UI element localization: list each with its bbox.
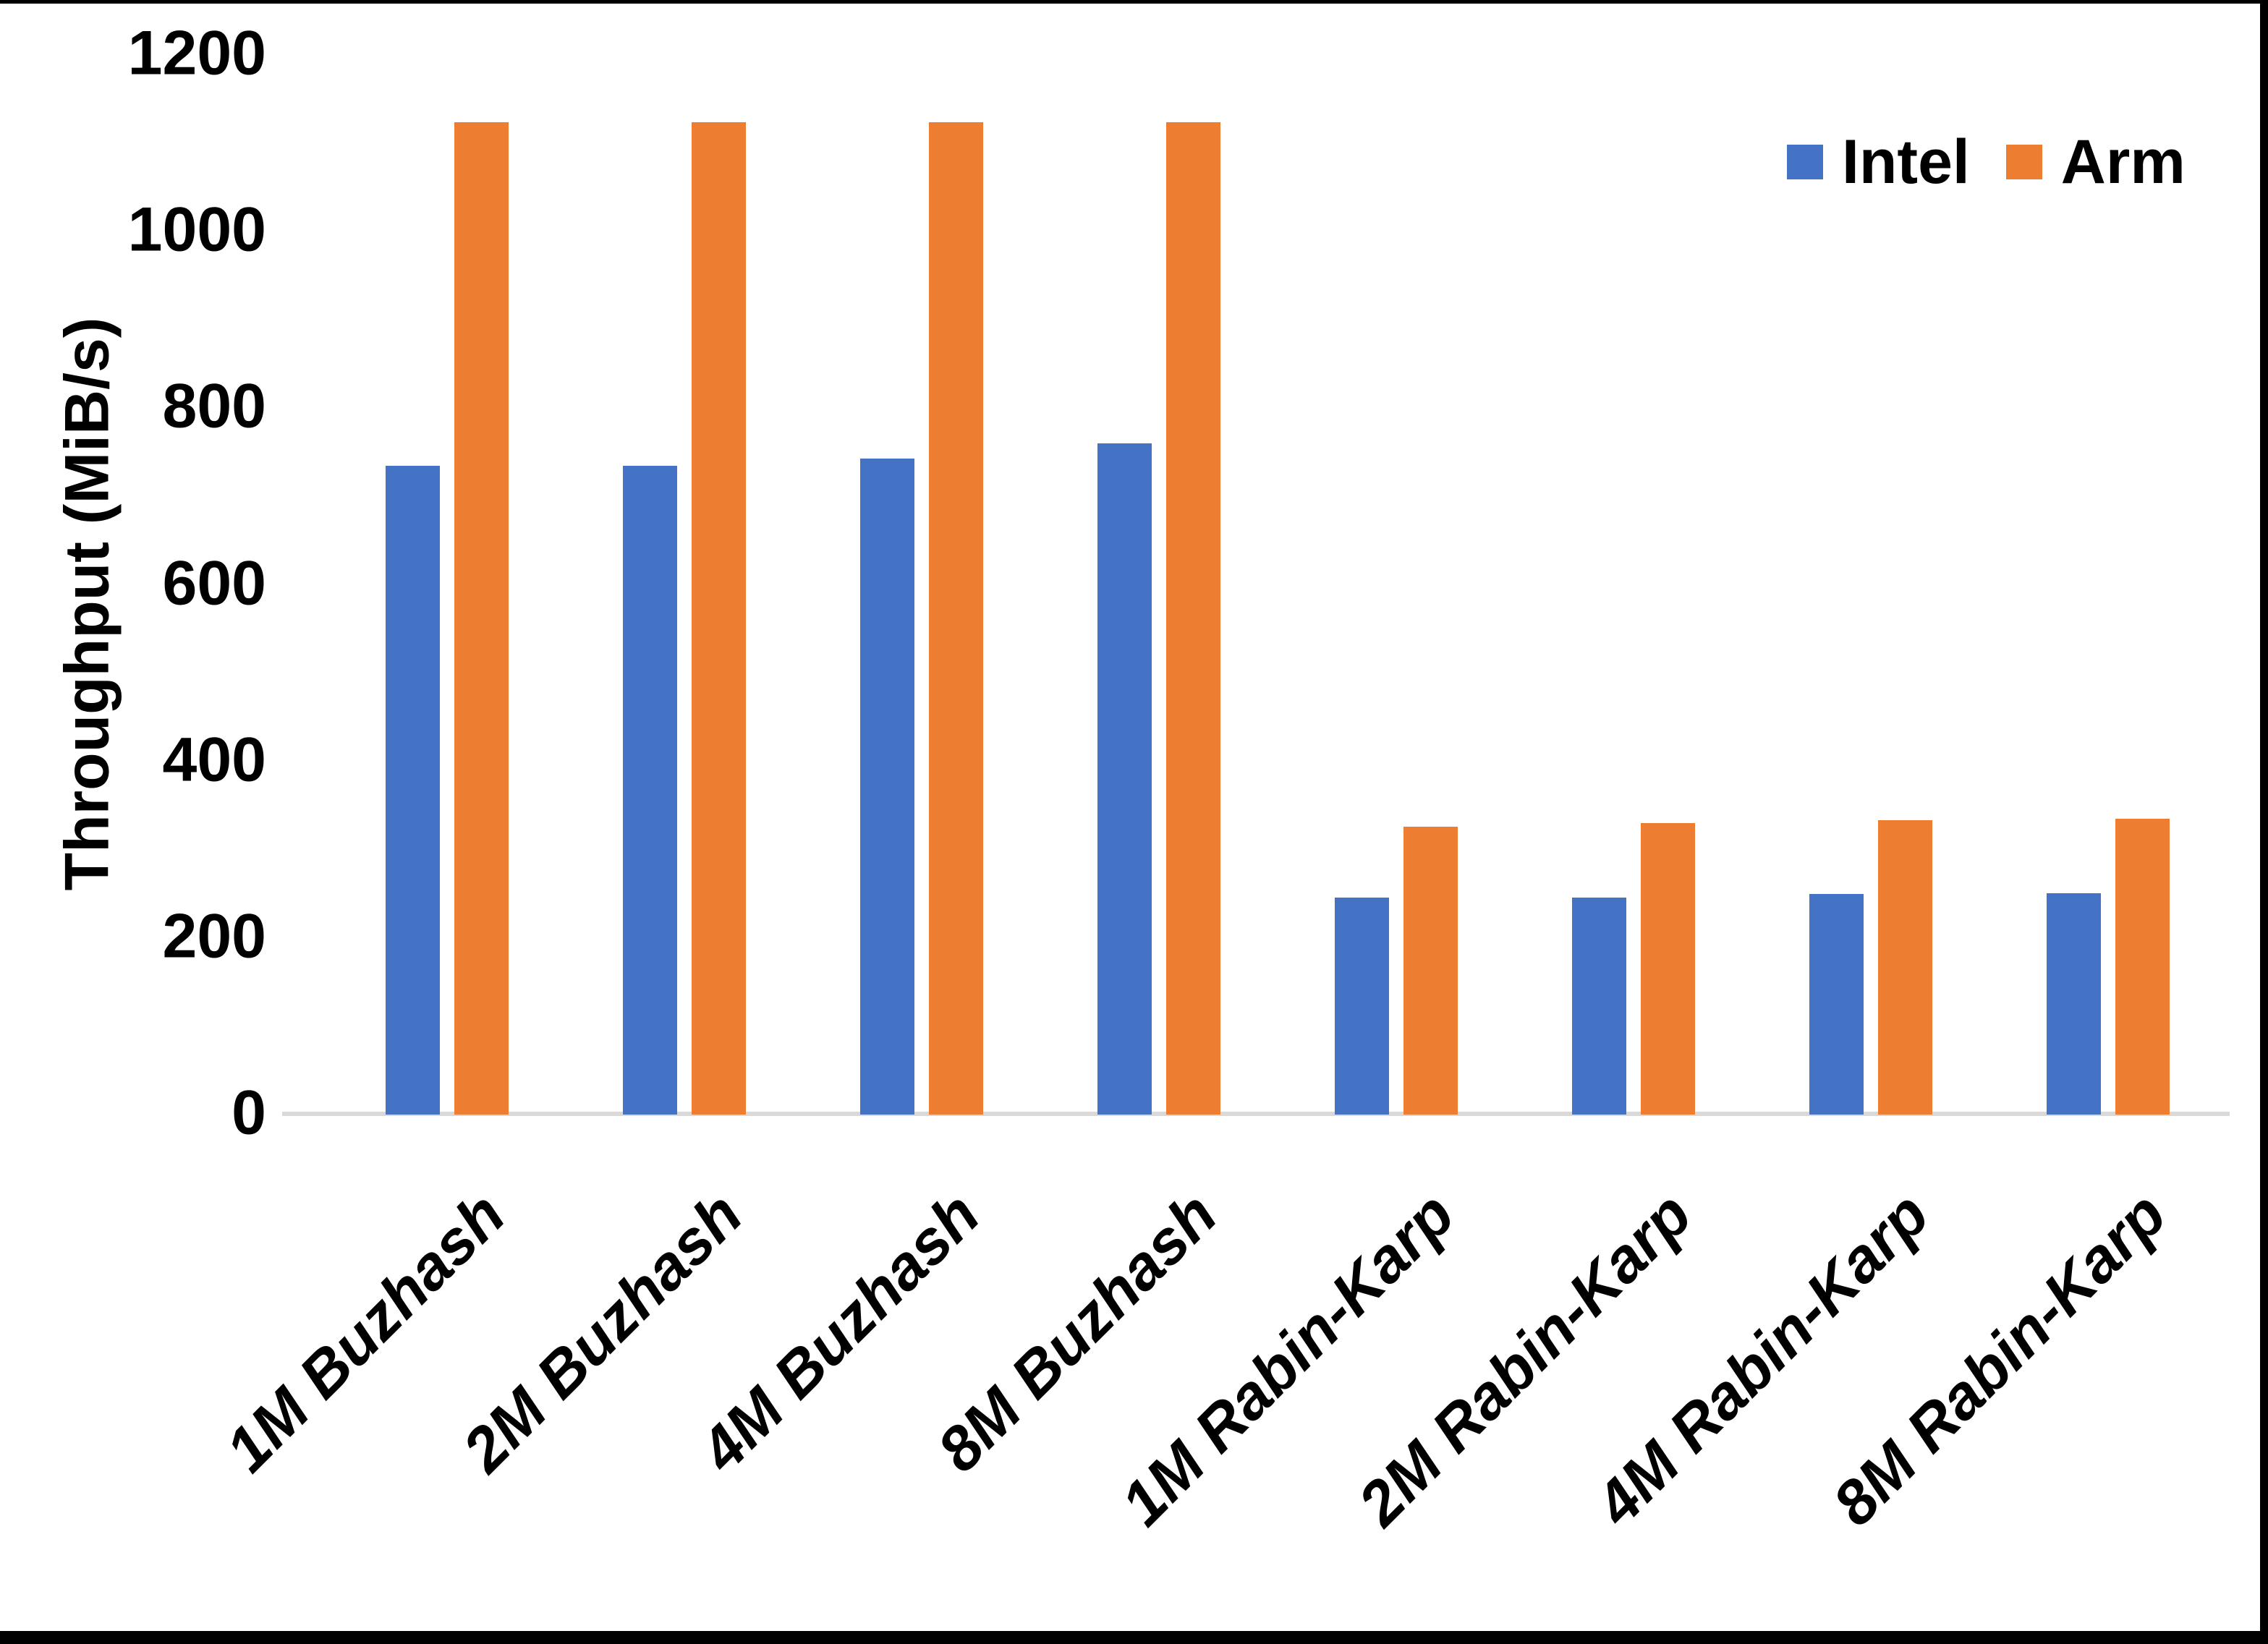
y-tick-label: 200 — [162, 901, 267, 971]
bar-arm-5 — [1403, 827, 1458, 1115]
legend-swatch-intel — [1787, 145, 1823, 179]
legend-label-intel: Intel — [1842, 127, 1970, 197]
y-tick-label: 1200 — [127, 18, 266, 88]
y-tick-label: 400 — [162, 725, 267, 795]
bar-intel-4 — [1097, 443, 1152, 1115]
legend-swatch-arm — [2005, 145, 2042, 179]
bar-intel-8 — [2047, 893, 2101, 1115]
bar-arm-3 — [929, 122, 983, 1115]
bar-arm-6 — [1641, 823, 1695, 1115]
bar-arm-1 — [454, 122, 509, 1115]
y-tick-label: 800 — [162, 371, 267, 441]
bar-intel-3 — [860, 459, 914, 1115]
page-edge-top — [0, 0, 2268, 4]
y-tick-label: 600 — [162, 548, 267, 618]
page-edge-right — [2260, 0, 2268, 1644]
bar-intel-5 — [1335, 898, 1389, 1115]
y-tick-label: 1000 — [127, 195, 266, 265]
x-axis-line — [282, 1112, 2230, 1116]
bar-arm-2 — [692, 122, 746, 1115]
bar-arm-7 — [1878, 820, 1932, 1115]
legend-label-arm: Arm — [2060, 127, 2186, 197]
legend: Intel Arm — [1787, 131, 2186, 193]
legend-item-intel: Intel — [1787, 131, 1970, 193]
bar-arm-4 — [1166, 122, 1220, 1115]
legend-item-arm: Arm — [2005, 127, 2186, 197]
bar-arm-8 — [2115, 819, 2170, 1115]
bar-intel-2 — [623, 466, 677, 1115]
bar-intel-6 — [1572, 898, 1626, 1115]
bar-intel-7 — [1809, 894, 1864, 1115]
bar-intel-1 — [386, 466, 440, 1115]
page-edge-bottom — [0, 1631, 2268, 1644]
y-tick-label: 0 — [232, 1078, 266, 1148]
